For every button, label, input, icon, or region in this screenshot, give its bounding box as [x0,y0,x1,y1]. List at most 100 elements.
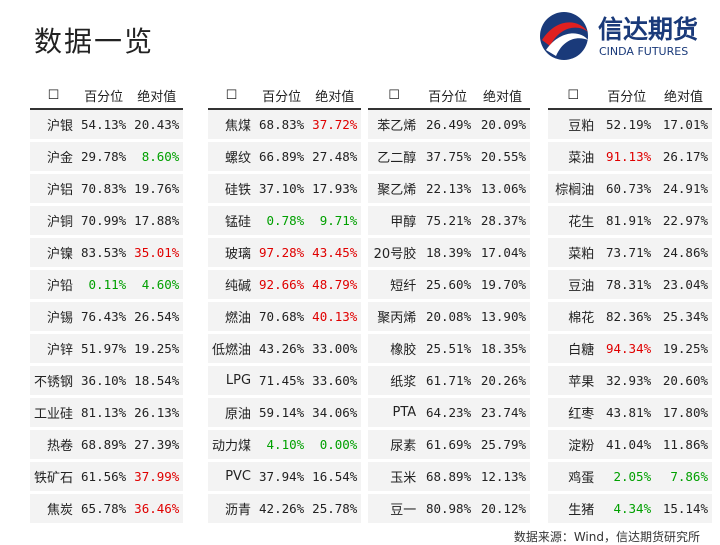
data-row: 苹果 32.93% 20.60% [548,364,712,398]
percentile-value: 37.94% [255,460,309,494]
commodity-name: 原油 [208,396,256,430]
data-row: 20号胶 18.39% 17.04% [368,236,530,270]
absolute-value: 27.39% [130,428,184,462]
commodity-name: 动力煤 [208,428,256,462]
percentile-value: 25.60% [420,268,476,302]
data-table: ☐ 百分位 绝对值 苯乙烯 26.49% 20.09% 乙二醇 37.75% 20.55% 聚乙烯… [368,82,530,526]
column-header: ☐ [368,82,421,110]
header-row: ☐ 百分位 绝对值 [30,82,184,110]
column-header: 绝对值 [655,82,712,110]
absolute-value: 25.34% [655,300,712,334]
absolute-value: 25.79% [475,428,530,462]
absolute-value: 20.12% [475,492,530,526]
commodity-name: 豆一 [368,492,421,526]
data-row: 短纤 25.60% 19.70% [368,268,530,302]
percentile-value: 4.10% [255,428,309,462]
absolute-value: 26.17% [655,140,712,174]
data-row: 动力煤 4.10% 0.00% [208,428,362,462]
percentile-value: 68.89% [420,460,476,494]
percentile-value: 60.73% [598,172,656,206]
commodity-name: 玻璃 [208,236,256,270]
percentile-value: 2.05% [598,460,656,494]
commodity-name: 焦炭 [30,492,78,526]
absolute-value: 15.14% [655,492,712,526]
percentile-value: 59.14% [255,396,309,430]
absolute-value: 26.13% [130,396,184,430]
data-row: 豆油 78.31% 23.04% [548,268,712,302]
percentile-value: 65.78% [77,492,131,526]
percentile-value: 4.34% [598,492,656,526]
commodity-name: 热卷 [30,428,78,462]
absolute-value: 22.97% [655,204,712,238]
absolute-value: 37.99% [130,460,184,494]
data-row: 沥青 42.26% 25.78% [208,492,362,526]
commodity-name: 沪金 [30,140,78,174]
commodity-name: 甲醇 [368,204,421,238]
absolute-value: 33.60% [308,364,362,398]
commodity-name: 燃油 [208,300,256,334]
data-table: ☐ 百分位 绝对值 豆粕 52.19% 17.01% 菜油 91.13% 26.17% 棕榈油 60… [548,82,712,526]
data-row: 铁矿石 61.56% 37.99% [30,460,184,494]
commodity-name: 聚丙烯 [368,300,421,334]
absolute-value: 4.60% [130,268,184,302]
column-header: 百分位 [255,82,309,110]
data-row: 焦炭 65.78% 36.46% [30,492,184,526]
percentile-value: 81.13% [77,396,131,430]
commodity-name: 铁矿石 [30,460,78,494]
percentile-value: 54.13% [77,109,131,142]
absolute-value: 43.45% [308,236,362,270]
absolute-value: 17.01% [655,109,712,142]
absolute-value: 36.46% [130,492,184,526]
percentile-value: 43.26% [255,332,309,366]
absolute-value: 26.54% [130,300,184,334]
column-header: 绝对值 [308,82,362,110]
absolute-value: 24.86% [655,236,712,270]
absolute-value: 16.54% [308,460,362,494]
data-row: 热卷 68.89% 27.39% [30,428,184,462]
absolute-value: 17.88% [130,204,184,238]
absolute-value: 20.43% [130,109,184,142]
absolute-value: 37.72% [308,109,362,142]
commodity-name: 鸡蛋 [548,460,599,494]
commodity-name: PTA [368,396,421,430]
source-note: 数据来源：Wind，信达期货研究所 [513,530,700,544]
percentile-value: 0.11% [77,268,131,302]
absolute-value: 11.86% [655,428,712,462]
commodity-name: 焦煤 [208,109,256,142]
data-row: 尿素 61.69% 25.79% [368,428,530,462]
percentile-value: 32.93% [598,364,656,398]
commodity-name: 纯碱 [208,268,256,302]
commodity-name: 花生 [548,204,599,238]
commodity-name: 棉花 [548,300,599,334]
percentile-value: 36.10% [77,364,131,398]
commodity-name: 纸浆 [368,364,421,398]
commodity-name: LPG [208,364,256,398]
logo-name: 信达期货 [598,15,698,44]
absolute-value: 13.06% [475,172,530,206]
percentile-value: 73.71% [598,236,656,270]
percentile-value: 42.26% [255,492,309,526]
data-row: 玉米 68.89% 12.13% [368,460,530,494]
percentile-value: 66.89% [255,140,309,174]
percentile-value: 78.31% [598,268,656,302]
commodity-name: 菜油 [548,140,599,174]
absolute-value: 17.93% [308,172,362,206]
percentile-value: 76.43% [77,300,131,334]
data-row: 生猪 4.34% 15.14% [548,492,712,526]
absolute-value: 20.60% [655,364,712,398]
data-row: 红枣 43.81% 17.80% [548,396,712,430]
header-row: ☐ 百分位 绝对值 [548,82,712,110]
absolute-value: 25.78% [308,492,362,526]
percentile-value: 61.69% [420,428,476,462]
column-header: 绝对值 [475,82,530,110]
page-title: 数据一览 [34,25,155,58]
data-row: 沪锌 51.97% 19.25% [30,332,184,366]
commodity-name: 苹果 [548,364,599,398]
absolute-value: 35.01% [130,236,184,270]
percentile-value: 91.13% [598,140,656,174]
absolute-value: 17.80% [655,396,712,430]
percentile-value: 22.13% [420,172,476,206]
absolute-value: 12.13% [475,460,530,494]
absolute-value: 24.91% [655,172,712,206]
